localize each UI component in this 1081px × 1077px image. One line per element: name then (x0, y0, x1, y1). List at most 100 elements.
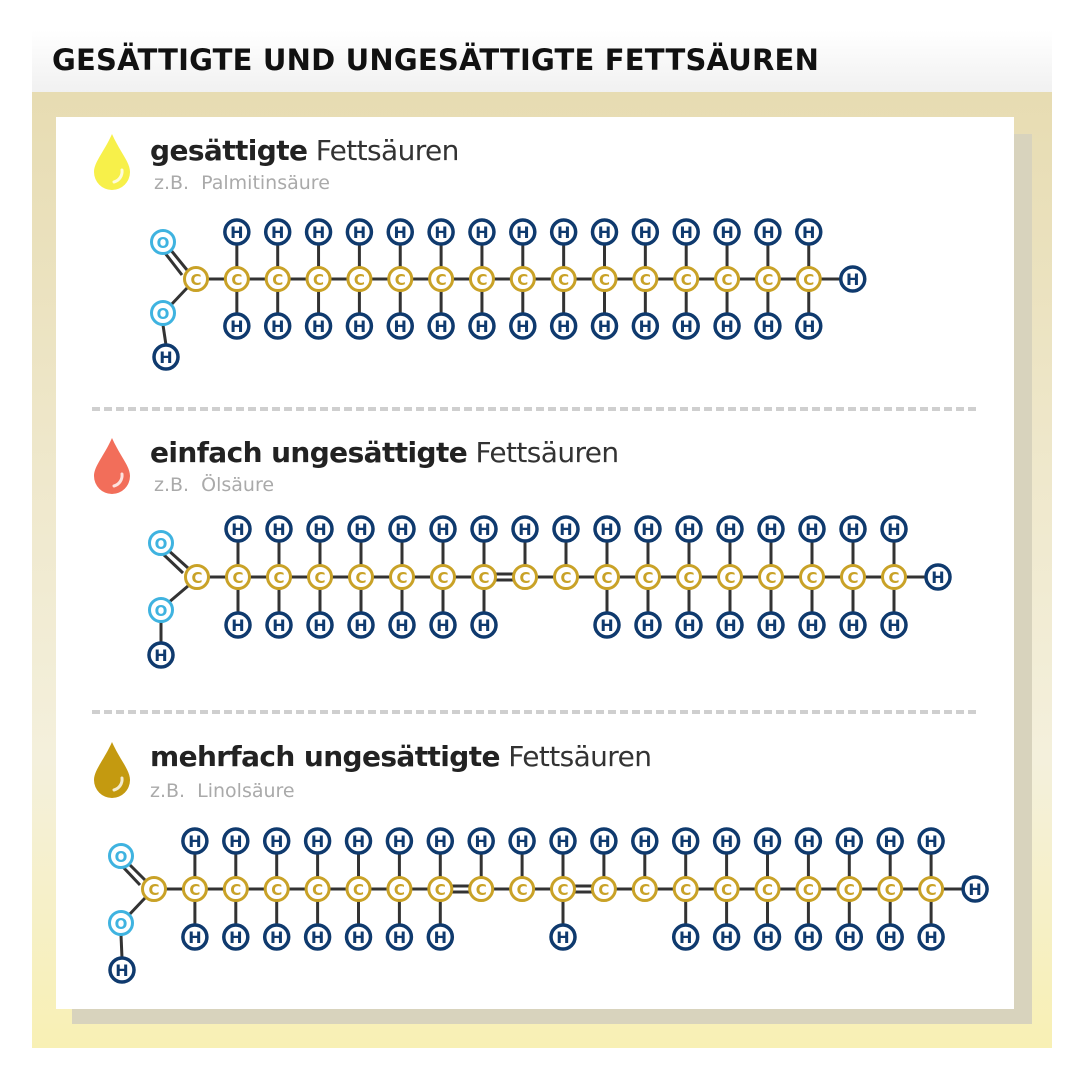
section-heading-saturated: gesättigte Fettsäuren (150, 134, 459, 167)
svg-text:C: C (353, 881, 364, 899)
carbon-atom: C (758, 564, 784, 590)
svg-text:C: C (557, 881, 568, 899)
svg-text:H: H (312, 223, 325, 242)
svg-text:H: H (679, 928, 692, 947)
section-divider (92, 407, 976, 411)
carbon-atom: C (672, 876, 699, 902)
svg-text:H: H (802, 832, 815, 851)
carbon-atom: C (468, 266, 495, 292)
example-name: Linolsäure (197, 780, 295, 802)
svg-text:H: H (720, 832, 733, 851)
svg-text:H: H (270, 928, 283, 947)
hydrogen-atom: H (671, 923, 700, 951)
svg-text:C: C (355, 569, 366, 587)
svg-text:H: H (188, 832, 201, 851)
heading-bold: einfach ungesättigte (150, 436, 468, 469)
carbon-atom: C (509, 876, 536, 902)
svg-text:H: H (723, 520, 736, 539)
hydrogen-atom: H (716, 611, 744, 639)
hydrogen-atom: H (549, 827, 577, 855)
hydrogen-atom: H (876, 827, 904, 855)
hydrogen-atom: H (671, 827, 700, 855)
hydrogen-atom: H (590, 827, 618, 855)
hydrogen-atom: H (511, 515, 539, 543)
carbon-atom: C (632, 266, 659, 292)
svg-text:H: H (556, 928, 569, 947)
carbon-atom: C (427, 876, 454, 902)
hydrogen-atom: H (386, 218, 414, 246)
svg-text:O: O (115, 848, 128, 866)
hydrogen-atom: H (508, 827, 536, 855)
svg-text:C: C (191, 569, 202, 587)
svg-text:H: H (230, 317, 243, 336)
svg-text:H: H (802, 223, 815, 242)
svg-text:H: H (641, 520, 654, 539)
svg-text:H: H (272, 520, 285, 539)
svg-text:C: C (436, 271, 447, 289)
hydrogen-atom: H (306, 611, 334, 639)
svg-text:H: H (516, 223, 529, 242)
svg-text:H: H (229, 832, 242, 851)
svg-text:H: H (764, 616, 777, 635)
svg-text:C: C (642, 569, 653, 587)
hydrogen-atom: H (712, 827, 741, 855)
hydrogen-atom: H (303, 923, 332, 951)
svg-text:H: H (271, 223, 284, 242)
svg-text:C: C (598, 881, 609, 899)
svg-text:H: H (723, 616, 736, 635)
carbon-atom: C (181, 876, 208, 902)
svg-text:C: C (558, 271, 569, 289)
hydrogen-atom: H (265, 611, 293, 639)
carbon-atom: C (635, 564, 661, 590)
hydrogen-atom: H (552, 515, 580, 543)
svg-text:H: H (764, 520, 777, 539)
svg-text:H: H (597, 832, 610, 851)
hydrogen-atom: H (223, 312, 251, 340)
svg-text:H: H (313, 616, 326, 635)
svg-text:C: C (683, 569, 694, 587)
carbon-atom: C (387, 266, 414, 292)
hydrogen-atom: H (757, 611, 785, 639)
section-divider (92, 710, 976, 714)
carbon-atom: C (348, 564, 374, 590)
svg-text:H: H (846, 520, 859, 539)
carbon-atom: C (594, 564, 620, 590)
hydrogen-atom: H (263, 312, 292, 340)
bond-c-o-double (163, 252, 184, 276)
hydrogen-atom: H (108, 956, 136, 984)
svg-text:H: H (884, 832, 897, 851)
svg-text:C: C (435, 881, 446, 899)
hydrogen-atom: H (262, 923, 291, 951)
hydrogen-atom: H (675, 611, 703, 639)
hydrogen-atom: H (224, 515, 252, 543)
svg-text:C: C (519, 569, 530, 587)
svg-text:H: H (846, 270, 859, 289)
hydrogen-atom: H (672, 218, 700, 246)
svg-text:C: C (806, 569, 817, 587)
carbon-atom: C (225, 564, 251, 590)
carbon-atom: C (471, 564, 497, 590)
svg-text:C: C (394, 881, 405, 899)
svg-text:H: H (682, 520, 695, 539)
hydrogen-atom: H (590, 312, 619, 340)
hydrogen-atom: H (593, 515, 621, 543)
svg-text:C: C (640, 271, 651, 289)
carbon-atom: C (141, 876, 167, 902)
hydrogen-atom: H (304, 218, 333, 246)
svg-text:C: C (803, 881, 814, 899)
carbon-atom: C (223, 266, 250, 292)
carbon-atom: C (795, 266, 822, 292)
svg-text:C: C (765, 569, 776, 587)
svg-text:C: C (230, 881, 241, 899)
hydrogen-atom: H (385, 923, 414, 951)
svg-text:H: H (436, 616, 449, 635)
hydrogen-atom: H (754, 312, 782, 340)
svg-text:H: H (600, 616, 613, 635)
hydrogen-atom: H (631, 827, 659, 855)
section-heading-poly: mehrfach ungesättigte Fettsäuren (150, 740, 652, 773)
hydrogen-atom: H (713, 218, 741, 246)
hydrogen-atom: H (590, 218, 619, 246)
svg-text:H: H (353, 317, 366, 336)
svg-text:H: H (887, 520, 900, 539)
svg-text:H: H (353, 223, 366, 242)
